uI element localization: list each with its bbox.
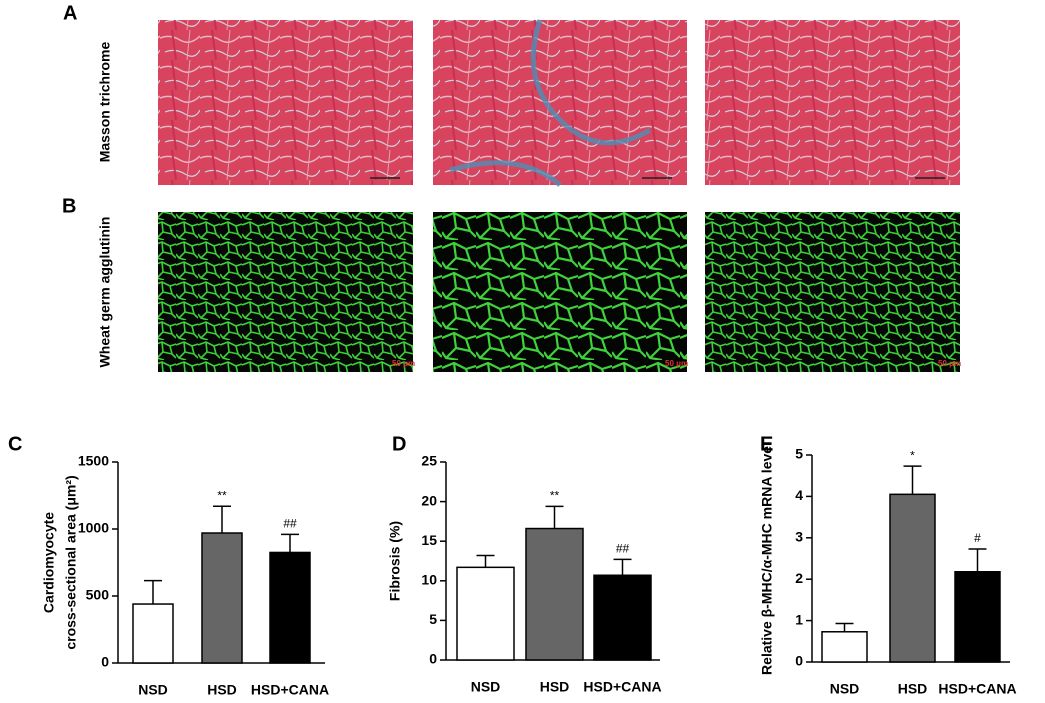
micrograph [705,20,960,185]
x-tick-label: NSD [830,681,860,697]
panel-label: D [392,433,406,455]
panel-label: A [63,2,77,24]
y-tick-label: 3 [795,529,803,545]
y-tick-label: 5 [429,611,437,627]
y-tick-label: 1500 [78,453,109,469]
significance-label: # [974,531,981,545]
x-tick-label: HSD [207,682,237,698]
scale-label: 50 μm [938,359,961,368]
y-tick-label: 0 [795,653,803,669]
panel-label: B [62,195,76,217]
micrograph [705,212,960,372]
y-tick-label: 20 [421,492,437,508]
bar [889,493,936,663]
micrograph [158,212,413,372]
y-tick-label: 500 [86,587,110,603]
y-tick-label: 25 [421,453,437,469]
x-tick-label: HSD [898,681,928,697]
bar [132,603,174,664]
y-tick-label: 10 [421,572,437,588]
scale-label: 50 μm [665,359,688,368]
significance-label: ## [616,542,630,556]
image-row-a [158,19,960,187]
scale-label: 50 μm [392,359,415,368]
micrograph [433,212,687,372]
x-tick-label: HSD [540,679,570,695]
y-tick-label: 2 [795,570,803,586]
bar [593,574,652,661]
x-tick-label: HSD+CANA [938,681,1016,697]
y-tick-label: 15 [421,532,437,548]
bar [456,566,515,661]
bar [269,551,311,664]
y-tick-label: 0 [429,651,437,667]
micrograph [158,20,413,185]
x-tick-label: HSD+CANA [251,682,329,698]
bar [821,631,868,663]
row-label: Wheat germ agglutinin [97,217,113,368]
significance-label: * [910,448,915,462]
bar [201,532,243,664]
y-axis-label: Relative β-MHC/α-MHC mRNA level [759,442,775,675]
y-axis-label: cross-sectional area (μm²) [63,475,79,649]
y-axis-label: Fibrosis (%) [387,521,403,601]
significance-label: ** [217,488,227,502]
bar [525,527,584,661]
significance-label: ** [550,489,560,503]
y-tick-label: 4 [795,487,803,503]
image-row-b [158,212,960,372]
micrograph [433,20,687,185]
bar [954,570,1001,663]
y-tick-label: 5 [795,446,803,462]
row-label: Masson trichrome [97,41,113,162]
y-tick-label: 0 [101,654,109,670]
x-tick-label: HSD+CANA [583,679,661,695]
y-tick-label: 1000 [78,520,109,536]
panel-label: C [8,433,22,455]
panel-label: E [760,433,773,455]
significance-label: ## [283,517,297,531]
x-tick-label: NSD [138,682,168,698]
y-axis-label: Cardiomyocyte [41,512,57,613]
x-tick-label: NSD [471,679,501,695]
y-tick-label: 1 [795,611,803,627]
